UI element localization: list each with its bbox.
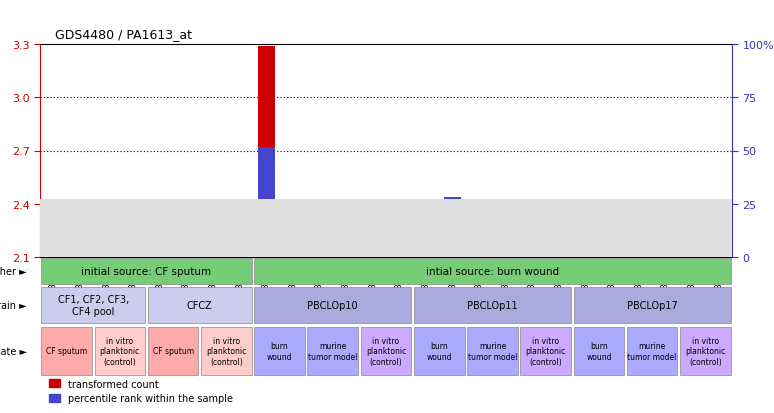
Text: GDS4480 / PA1613_at: GDS4480 / PA1613_at	[56, 28, 193, 41]
Bar	[520, 327, 571, 375]
Bar	[258, 147, 275, 257]
Bar	[151, 217, 169, 257]
Bar	[498, 255, 514, 257]
Bar	[627, 327, 677, 375]
Bar	[99, 255, 115, 257]
Text: intial source: burn wound: intial source: burn wound	[426, 266, 559, 276]
Bar	[307, 327, 358, 375]
Bar	[392, 255, 407, 257]
Bar	[680, 327, 731, 375]
Bar	[577, 217, 594, 257]
Bar	[311, 217, 328, 257]
Bar	[148, 327, 198, 375]
Text: murine
tumor model: murine tumor model	[467, 342, 517, 361]
Bar	[578, 255, 594, 257]
Bar	[604, 255, 620, 257]
Bar	[574, 287, 731, 324]
Bar	[525, 255, 540, 257]
Bar	[711, 255, 727, 257]
Bar	[94, 327, 146, 375]
Bar	[254, 327, 305, 375]
Text: in vitro
planktonic
(control): in vitro planktonic (control)	[366, 336, 406, 366]
Bar	[417, 217, 434, 257]
Bar	[125, 217, 142, 257]
Bar	[41, 327, 92, 375]
Bar	[179, 255, 194, 257]
Text: other ►: other ►	[0, 266, 26, 276]
Bar	[604, 217, 621, 257]
Bar	[630, 217, 648, 257]
Text: PBCLOp17: PBCLOp17	[627, 300, 677, 310]
Bar	[391, 217, 408, 257]
Bar	[550, 217, 567, 257]
Bar	[284, 217, 302, 257]
Bar	[414, 327, 464, 375]
Bar	[71, 217, 88, 257]
Bar	[471, 255, 487, 257]
Text: CFCZ: CFCZ	[187, 300, 213, 310]
Text: PBCLOp11: PBCLOp11	[467, 300, 518, 310]
Bar	[72, 255, 87, 257]
Bar	[361, 327, 411, 375]
Bar	[148, 287, 252, 324]
Bar	[232, 255, 248, 257]
Bar	[471, 217, 488, 257]
Text: burn
wound: burn wound	[426, 342, 452, 361]
Bar	[254, 259, 731, 284]
Bar	[418, 255, 433, 257]
Text: PBCLOp10: PBCLOp10	[307, 300, 358, 310]
Bar	[684, 255, 700, 257]
Bar	[710, 217, 728, 257]
Bar	[41, 287, 146, 324]
Bar	[551, 255, 567, 257]
Text: burn
wound: burn wound	[267, 342, 293, 361]
Bar	[444, 208, 461, 257]
Bar	[657, 217, 674, 257]
Bar	[125, 255, 141, 257]
Bar	[231, 217, 248, 257]
Bar	[497, 217, 515, 257]
Bar	[46, 255, 61, 257]
FancyBboxPatch shape	[40, 199, 732, 257]
Text: murine
tumor model: murine tumor model	[628, 342, 676, 361]
Text: in vitro
planktonic
(control): in vitro planktonic (control)	[206, 336, 246, 366]
Bar	[201, 327, 252, 375]
Bar	[285, 255, 300, 257]
Text: in vitro
planktonic
(control): in vitro planktonic (control)	[526, 336, 566, 366]
Bar	[683, 217, 700, 257]
Text: in vitro
planktonic
(control): in vitro planktonic (control)	[100, 336, 140, 366]
Bar	[574, 327, 624, 375]
Bar	[467, 327, 518, 375]
Text: strain ►: strain ►	[0, 300, 26, 310]
Bar	[152, 255, 167, 257]
Bar	[258, 47, 275, 257]
Text: isolate ►: isolate ►	[0, 346, 26, 356]
Bar	[338, 255, 354, 257]
Bar	[444, 197, 461, 257]
Bar	[254, 287, 411, 324]
Bar	[41, 259, 252, 284]
Legend: transformed count, percentile rank within the sample: transformed count, percentile rank withi…	[45, 375, 237, 407]
Text: in vitro
planktonic
(control): in vitro planktonic (control)	[685, 336, 725, 366]
Text: murine
tumor model: murine tumor model	[308, 342, 358, 361]
Bar	[524, 217, 541, 257]
Bar	[414, 287, 571, 324]
Bar	[204, 217, 221, 257]
Text: CF sputum: CF sputum	[46, 347, 87, 356]
Bar	[312, 255, 327, 257]
Text: CF sputum: CF sputum	[152, 347, 194, 356]
Bar	[364, 217, 382, 257]
Bar	[205, 255, 221, 257]
Text: burn
wound: burn wound	[586, 342, 611, 361]
Bar	[631, 255, 646, 257]
Bar	[45, 217, 62, 257]
Text: CF1, CF2, CF3,
CF4 pool: CF1, CF2, CF3, CF4 pool	[57, 294, 128, 316]
Text: initial source: CF sputum: initial source: CF sputum	[81, 266, 211, 276]
Bar	[98, 217, 115, 257]
Bar	[365, 255, 381, 257]
Bar	[658, 255, 673, 257]
Bar	[178, 217, 195, 257]
Bar	[337, 217, 354, 257]
